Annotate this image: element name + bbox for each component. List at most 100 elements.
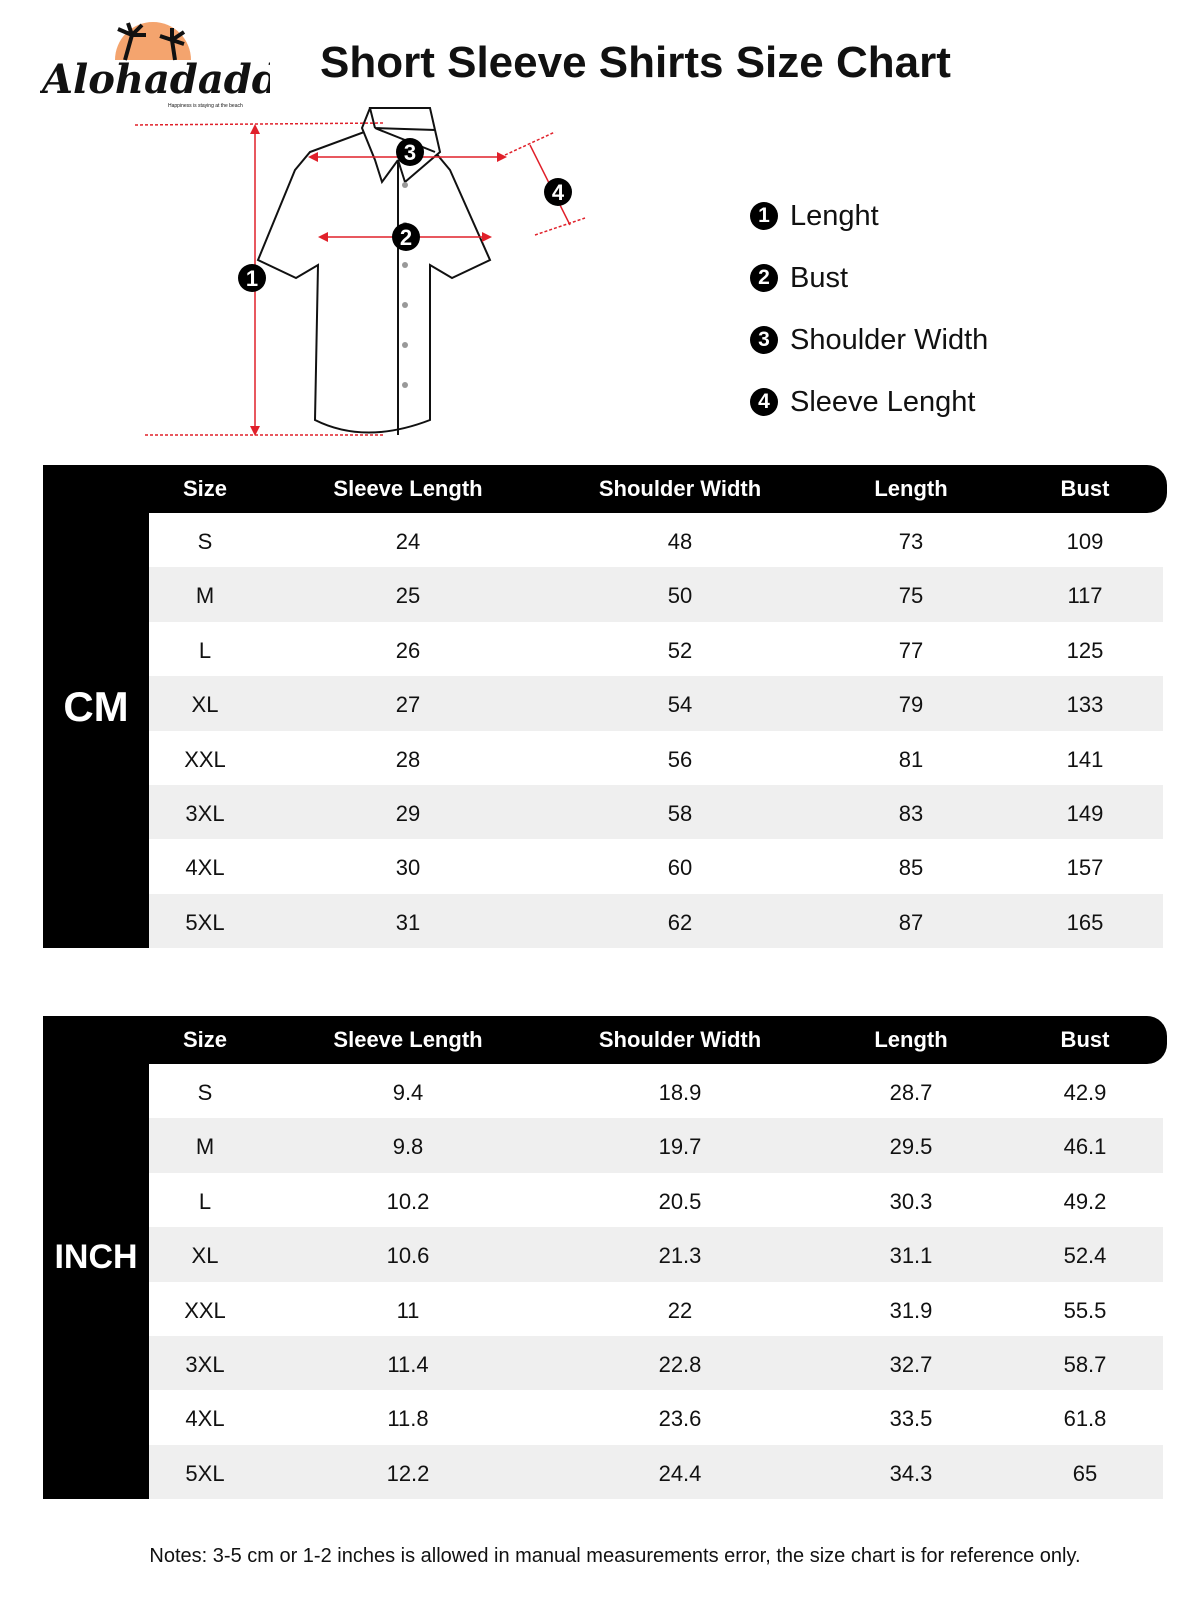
table-cell: 133: [1066, 692, 1104, 718]
table-cell: 79: [898, 692, 924, 718]
table-cell: M: [195, 1134, 215, 1160]
table-cell: 42.9: [1063, 1080, 1107, 1105]
column-header: Sleeve Length: [333, 476, 483, 501]
table-cell: 125: [1066, 637, 1104, 663]
table-cell: 10.6: [386, 1243, 430, 1269]
column-header: Length: [874, 1027, 948, 1052]
svg-text:1: 1: [246, 266, 258, 291]
table-cell: S: [197, 1080, 213, 1105]
table-row: XXL 28 56 81 141: [149, 731, 1163, 785]
table-cell: 23.6: [658, 1406, 702, 1432]
table-cell: 85: [898, 855, 924, 881]
table-cell: 4XL: [185, 1406, 225, 1432]
table-cell: 33.5: [889, 1406, 933, 1432]
table-cell: XXL: [184, 746, 226, 772]
table-row: XL 27 54 79 133: [149, 676, 1163, 731]
table-cell: 56: [667, 746, 693, 772]
table-row: 4XL 30 60 85 157: [149, 839, 1163, 893]
column-header: Bust: [1060, 1027, 1110, 1052]
legend-label: Sleeve Lenght: [790, 385, 976, 418]
unit-label: CM: [43, 465, 149, 948]
column-header: Length: [874, 476, 948, 501]
table-cell: 31.9: [889, 1297, 933, 1323]
table-cell: 60: [667, 855, 693, 881]
table-cell: 19.7: [658, 1134, 702, 1160]
table-cell: 3XL: [185, 800, 225, 826]
table-row: S 9.4 18.9 28.7 42.9: [149, 1064, 1163, 1118]
table-cell: 4XL: [185, 855, 225, 881]
legend-number: 1: [750, 202, 778, 230]
unit-label: INCH: [43, 1016, 149, 1499]
legend-label: Bust: [790, 261, 849, 294]
table-cell: 5XL: [185, 1460, 225, 1486]
svg-text:Happiness is staying at the be: Happiness is staying at the beach: [168, 103, 243, 109]
table-cell: 49.2: [1063, 1188, 1107, 1214]
column-header: Size: [182, 476, 228, 501]
table-row: M 9.8 19.7 29.5 46.1: [149, 1118, 1163, 1173]
table-cell: 22.8: [658, 1351, 702, 1377]
table-cell: 31: [395, 909, 421, 935]
svg-text:4: 4: [552, 180, 565, 205]
table-cell: 87: [898, 909, 924, 935]
table-cell: 12.2: [386, 1460, 430, 1486]
table-row: S 24 48 73 109: [149, 513, 1163, 567]
table-cell: 77: [898, 637, 924, 663]
table-cell: 48: [667, 529, 693, 554]
table-row: 3XL 11.4 22.8 32.7 58.7: [149, 1335, 1163, 1391]
table-header: Size Sleeve Length Shoulder Width Length Bus…: [43, 465, 1167, 513]
table-cell: 50: [667, 583, 693, 609]
table-cell: 52.4: [1063, 1243, 1107, 1269]
table-row: 5XL 12.2 24.4 34.3 65: [149, 1444, 1163, 1500]
table-cell: 29: [395, 800, 421, 826]
column-header: Sleeve Length: [333, 1027, 483, 1052]
table-cell: L: [198, 637, 212, 663]
legend-item: 3 Shoulder Width: [750, 309, 988, 371]
table-cell: 29.5: [889, 1134, 933, 1160]
table-cell: XL: [191, 1243, 219, 1269]
table-cell: 34.3: [889, 1460, 933, 1486]
table-cell: 10.2: [386, 1188, 430, 1214]
table-cell: 28: [395, 746, 421, 772]
table-cell: 73: [898, 529, 924, 554]
table-cell: 61.8: [1063, 1406, 1107, 1432]
svg-text:Alohadaddy: Alohadaddy: [40, 56, 270, 103]
legend-number: 4: [750, 388, 778, 416]
table-row: 3XL 29 58 83 149: [149, 784, 1163, 840]
table-row: 5XL 31 62 87 165: [149, 893, 1163, 949]
table-header: Size Sleeve Length Shoulder Width Length Bus…: [43, 1016, 1167, 1064]
legend-number: 3: [750, 326, 778, 354]
table-cell: S: [197, 529, 213, 554]
svg-text:3: 3: [404, 140, 416, 165]
table-cell: M: [195, 583, 215, 609]
table-cell: 117: [1067, 583, 1103, 609]
table-cell: 21.3: [658, 1243, 702, 1269]
alohadaddy-logo: Alohadaddy Happiness is staying at the b…: [40, 22, 270, 109]
table-cell: 81: [898, 746, 924, 772]
column-header: Shoulder Width: [598, 1027, 762, 1052]
table-cell: 149: [1066, 800, 1104, 826]
legend-item: 4 Sleeve Lenght: [750, 371, 988, 433]
table-row: XL 10.6 21.3 31.1 52.4: [149, 1227, 1163, 1282]
table-cell: 46.1: [1063, 1134, 1107, 1160]
table-cell: 3XL: [185, 1351, 225, 1377]
table-row: L 10.2 20.5 30.3 49.2: [149, 1173, 1163, 1227]
table-cell: 75: [898, 583, 924, 609]
table-cell: 9.8: [392, 1134, 424, 1160]
legend-item: 2 Bust: [750, 247, 988, 309]
table-cell: 18.9: [658, 1080, 702, 1105]
table-cell: 25: [395, 583, 421, 609]
table-cell: 30.3: [889, 1188, 933, 1214]
legend-label: Shoulder Width: [790, 323, 989, 356]
table-cell: 5XL: [185, 909, 225, 935]
table-cell: 31.1: [889, 1243, 933, 1269]
table-cell: 27: [395, 692, 421, 718]
table-row: XXL 11 22 31.9 55.5: [149, 1282, 1163, 1336]
table-cell: 141: [1066, 746, 1104, 772]
table-cell: 24.4: [658, 1460, 702, 1486]
table-cell: 22: [667, 1297, 693, 1323]
table-cell: XL: [191, 692, 219, 718]
shirt-diagram: 1 2 3 4: [134, 107, 586, 436]
table-cell: 9.4: [392, 1080, 424, 1105]
table-cell: 32.7: [889, 1351, 933, 1377]
table-cell: 62: [667, 909, 693, 935]
